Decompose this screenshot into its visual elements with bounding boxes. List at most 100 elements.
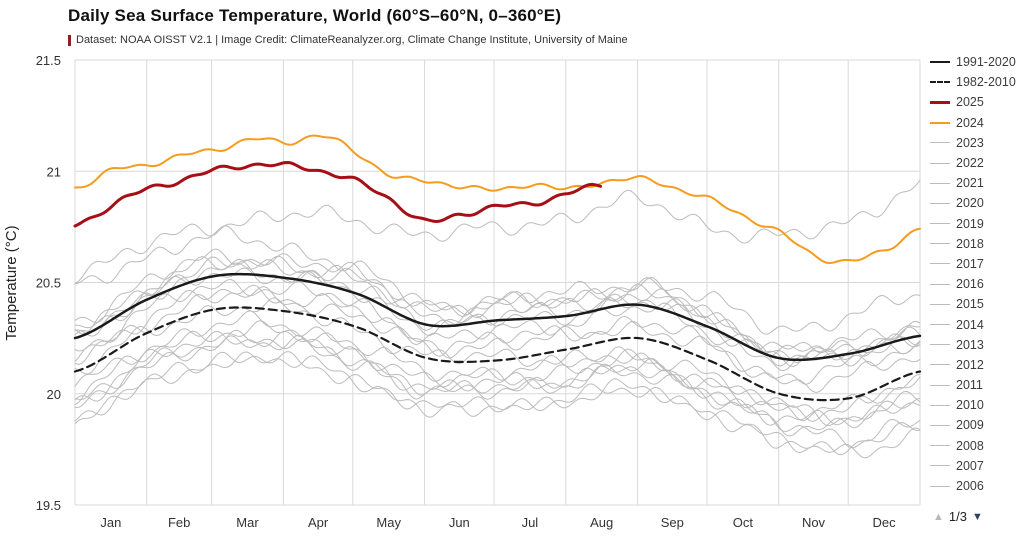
series-line-2009	[74, 320, 921, 422]
legend-label: 2008	[956, 438, 984, 453]
legend-label: 2024	[956, 115, 984, 130]
x-tick-label: May	[376, 515, 401, 530]
legend-label: 2019	[956, 216, 984, 231]
legend-swatch-2012	[930, 364, 950, 366]
x-tick-label: Nov	[802, 515, 826, 530]
legend-item-2020[interactable]: 2020	[930, 193, 1024, 213]
legend-item-2022[interactable]: 2022	[930, 153, 1024, 173]
legend-item-2006[interactable]: 2006	[930, 476, 1024, 496]
legend-item-2018[interactable]: 2018	[930, 234, 1024, 254]
legend-swatch-2014	[930, 324, 950, 326]
legend-item-2016[interactable]: 2016	[930, 274, 1024, 294]
legend-label: 2012	[956, 357, 984, 372]
legend-label: 2014	[956, 317, 984, 332]
series-line-2008	[74, 351, 921, 459]
series-line-2020	[74, 248, 921, 361]
series-line-2024	[74, 134, 921, 265]
legend-label: 2015	[956, 297, 984, 312]
series-line-2013	[74, 310, 921, 422]
legend-swatch-2019	[930, 223, 950, 225]
legend-swatch-1982-2010	[930, 81, 950, 84]
legend-item-2009[interactable]: 2009	[930, 415, 1024, 435]
legend-label: 2006	[956, 479, 984, 494]
pager-down-icon[interactable]: ▼	[971, 510, 983, 523]
legend-label: 2021	[956, 176, 984, 191]
pager-label: 1/3	[948, 509, 967, 524]
legend-swatch-2017	[930, 263, 950, 265]
legend-swatch-2015	[930, 303, 950, 305]
legend-item-2024[interactable]: 2024	[930, 113, 1024, 133]
legend-label: 1991-2020	[956, 55, 1016, 70]
legend-swatch-2010	[930, 404, 950, 406]
x-tick-label: Aug	[590, 515, 613, 530]
legend-item-2011[interactable]: 2011	[930, 375, 1024, 395]
series-line-2025	[73, 161, 602, 228]
series-line-2021	[74, 279, 921, 372]
subtitle-accent-mark	[68, 34, 71, 46]
legend-item-2025[interactable]: 2025	[930, 92, 1024, 112]
series-line-2007	[74, 334, 921, 449]
legend-item-2010[interactable]: 2010	[930, 395, 1024, 415]
legend-swatch-2013	[930, 344, 950, 346]
legend-swatch-2024	[930, 121, 950, 124]
legend-swatch-1991-2020	[930, 61, 950, 64]
series-line-2012	[74, 329, 921, 437]
legend-label: 2018	[956, 236, 984, 251]
series-line-2010	[74, 297, 921, 427]
legend-swatch-2008	[930, 445, 950, 447]
legend-label: 2022	[956, 156, 984, 171]
series-line-2016	[74, 225, 921, 367]
series-line-1982-2010	[73, 306, 922, 402]
x-tick-label: Oct	[733, 515, 754, 530]
legend-item-2007[interactable]: 2007	[930, 456, 1024, 476]
legend-item-2015[interactable]: 2015	[930, 294, 1024, 314]
x-tick-label: Jun	[449, 515, 470, 530]
x-tick-label: Dec	[873, 515, 897, 530]
series-line-2018	[74, 284, 921, 385]
legend-label: 2009	[956, 418, 984, 433]
pager-up-icon[interactable]: ▲	[933, 510, 944, 523]
legend-item-2023[interactable]: 2023	[930, 133, 1024, 153]
legend-item-2008[interactable]: 2008	[930, 436, 1024, 456]
series-line-2011	[74, 351, 921, 456]
chart-legend: 1991-2020 1982-2010 2025 2024 2023 2022 2021 20…	[930, 52, 1024, 496]
series-line-2006	[74, 331, 921, 426]
legend-swatch-2009	[930, 424, 950, 426]
series-line-2015	[74, 255, 921, 337]
x-tick-label: Jul	[522, 515, 539, 530]
y-tick-label: 20	[47, 387, 61, 402]
legend-swatch-2022	[930, 162, 950, 164]
legend-label: 2007	[956, 458, 984, 473]
legend-label: 2023	[956, 135, 984, 150]
legend-label: 2020	[956, 196, 984, 211]
y-tick-label: 19.5	[36, 498, 61, 513]
legend-label: 2025	[956, 95, 984, 110]
legend-swatch-2025	[930, 100, 950, 104]
series-line-2022	[74, 267, 921, 364]
legend-item-2013[interactable]: 2013	[930, 335, 1024, 355]
legend-swatch-2023	[930, 142, 950, 144]
series-line-2017	[74, 258, 921, 368]
y-axis-label: Temperature (°C)	[3, 225, 20, 340]
legend-label: 2017	[956, 256, 984, 271]
legend-item-2019[interactable]: 2019	[930, 214, 1024, 234]
legend-item-2012[interactable]: 2012	[930, 355, 1024, 375]
series-line-1991-2020	[73, 272, 922, 362]
legend-item-2021[interactable]: 2021	[930, 173, 1024, 193]
legend-swatch-2021	[930, 182, 950, 184]
legend-swatch-2016	[930, 283, 950, 285]
legend-label: 2011	[956, 378, 983, 393]
legend-swatch-2006	[930, 485, 950, 487]
legend-item-2017[interactable]: 2017	[930, 254, 1024, 274]
x-tick-label: Feb	[168, 515, 190, 530]
series-line-2019	[74, 256, 921, 354]
legend-item-1982-2010[interactable]: 1982-2010	[930, 72, 1024, 92]
legend-swatch-2018	[930, 243, 950, 245]
legend-item-1991-2020[interactable]: 1991-2020	[930, 52, 1024, 72]
x-tick-label: Mar	[236, 515, 259, 530]
legend-swatch-2020	[930, 202, 950, 204]
legend-item-2014[interactable]: 2014	[930, 314, 1024, 334]
page-title: Daily Sea Surface Temperature, World (60…	[68, 6, 562, 25]
